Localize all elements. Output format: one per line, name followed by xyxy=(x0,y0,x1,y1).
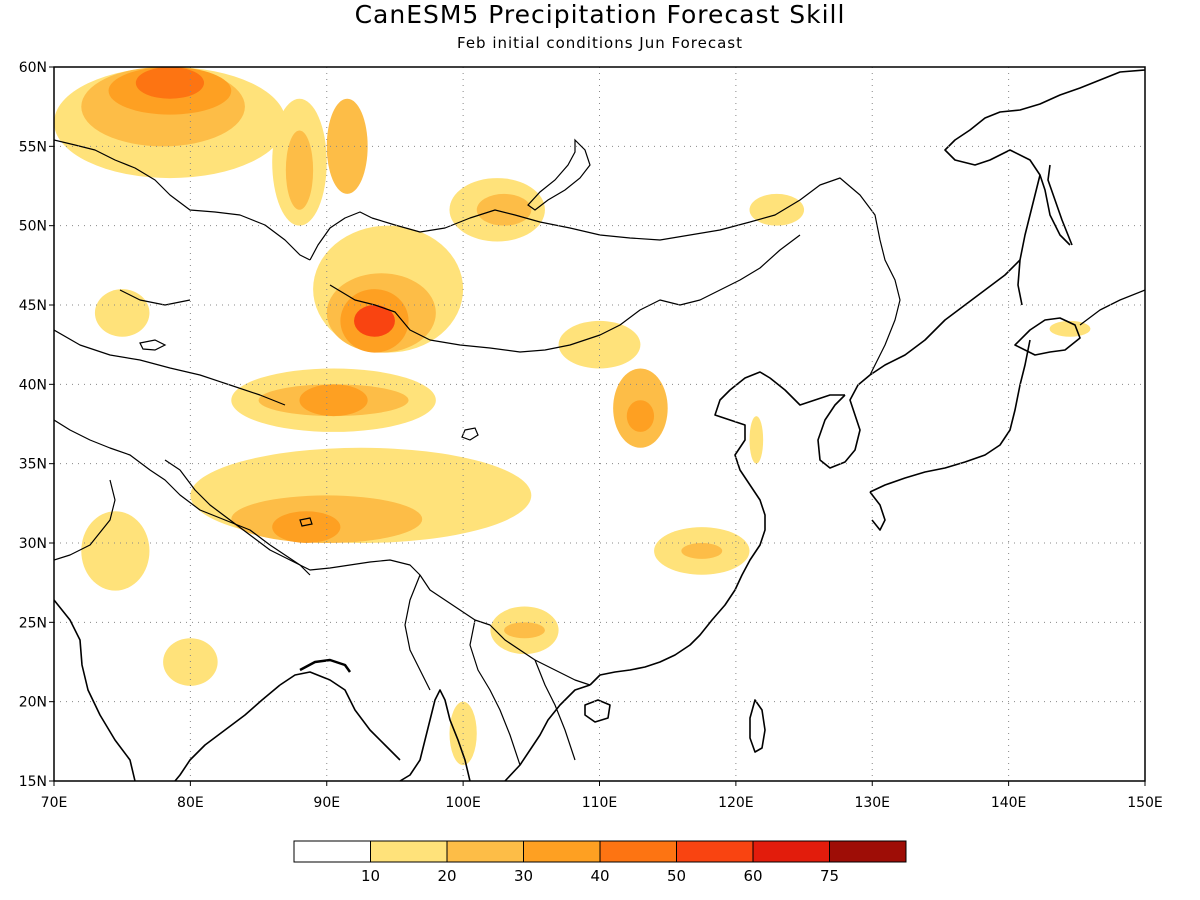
grid-lines xyxy=(54,67,1145,781)
lon-tick-label: 100E xyxy=(445,795,481,811)
skill-region-28 xyxy=(299,384,368,417)
lat-tick-label: 45N xyxy=(19,298,47,314)
skill-region-30 xyxy=(272,511,341,543)
skill-region-18 xyxy=(326,98,368,194)
map-title: CanESM5 Precipitation Forecast Skill xyxy=(354,0,846,29)
colorbar-swatch xyxy=(446,840,524,863)
lon-tick-label: 90E xyxy=(313,795,340,811)
colorbar-label: 75 xyxy=(820,867,839,885)
colorbar-label: 60 xyxy=(743,867,762,885)
lat-tick-label: 20N xyxy=(19,695,47,711)
skill-region-29 xyxy=(626,400,655,432)
colorbar-swatch xyxy=(370,840,448,863)
lat-tick-label: 35N xyxy=(19,457,47,473)
lon-tick-label: 130E xyxy=(854,795,890,811)
lon-tick-label: 150E xyxy=(1127,795,1163,811)
lon-tick-label: 120E xyxy=(718,795,754,811)
lat-tick-label: 50N xyxy=(19,219,47,235)
skill-region-25 xyxy=(504,622,545,639)
colorbar-label: 20 xyxy=(437,867,456,885)
skill-fill-layer xyxy=(54,67,1091,766)
lat-tick-label: 25N xyxy=(19,615,47,631)
lat-tick-label: 15N xyxy=(19,774,47,790)
colorbar-label: 40 xyxy=(590,867,609,885)
lake-layer xyxy=(139,138,591,527)
colorbar-swatch xyxy=(829,840,907,863)
lon-tick-label: 140E xyxy=(991,795,1027,811)
lat-tick-label: 55N xyxy=(19,139,47,155)
skill-region-32 xyxy=(354,305,395,337)
skill-region-10 xyxy=(81,511,150,591)
colorbar-swatch xyxy=(293,840,371,863)
skill-region-5 xyxy=(558,320,641,369)
colorbar-label: 30 xyxy=(514,867,533,885)
colorbar-label: 10 xyxy=(361,867,380,885)
skill-region-13 xyxy=(749,193,805,226)
skill-region-12 xyxy=(94,289,150,337)
skill-region-20 xyxy=(476,193,532,226)
border-layer xyxy=(54,139,901,766)
lat-tick-label: 30N xyxy=(19,536,47,552)
colorbar-swatch xyxy=(599,840,677,863)
lon-tick-label: 70E xyxy=(41,795,68,811)
coastline-layer xyxy=(54,69,1145,781)
colorbar-swatch xyxy=(752,840,830,863)
axis-layer: 70E 80E 90E 100E 110E 120E 130E 140E 150E 15N 20N 2… xyxy=(19,60,1163,811)
skill-region-14 xyxy=(749,416,764,464)
colorbar-label: 50 xyxy=(667,867,686,885)
colorbar-swatch xyxy=(523,840,601,863)
lat-tick-label: 40N xyxy=(19,377,47,393)
colorbar: 10 20 30 40 50 60 75 xyxy=(293,840,907,885)
skill-region-24 xyxy=(681,543,723,559)
map-subtitle: Feb initial conditions Jun Forecast xyxy=(457,34,743,52)
lon-tick-label: 110E xyxy=(582,795,618,811)
skill-region-17 xyxy=(285,130,314,210)
lat-tick-label: 60N xyxy=(19,60,47,76)
skill-region-31 xyxy=(135,67,205,99)
lon-tick-label: 80E xyxy=(177,795,204,811)
colorbar-swatch xyxy=(676,840,754,863)
